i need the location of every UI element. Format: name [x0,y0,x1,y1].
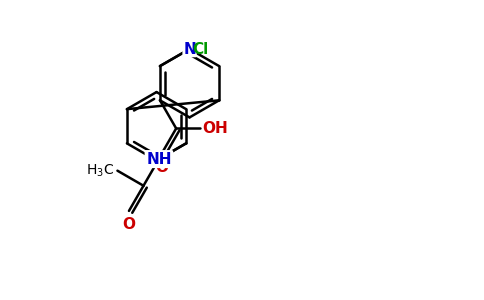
Text: Cl: Cl [192,42,208,57]
Text: N: N [183,41,196,56]
Text: OH: OH [202,121,228,136]
Text: O: O [155,160,168,175]
Text: NH: NH [146,152,172,166]
Text: H$_3$C: H$_3$C [86,163,114,179]
Text: O: O [122,217,136,232]
